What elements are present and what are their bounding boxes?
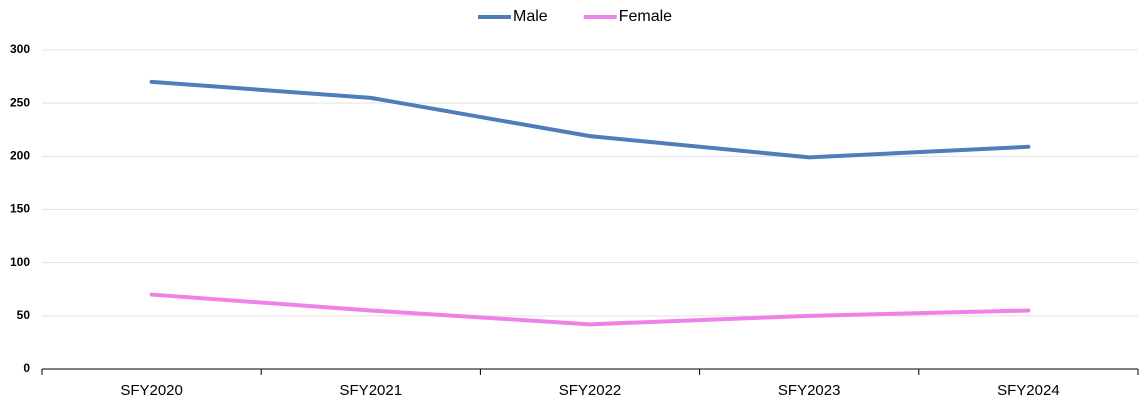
legend-label: Female — [619, 8, 672, 25]
y-tick-label: 250 — [10, 95, 30, 109]
legend-label: Male — [513, 8, 548, 25]
x-tick-label: SFY2023 — [778, 382, 841, 399]
y-tick-label: 150 — [10, 202, 30, 216]
x-tick-label: SFY2024 — [997, 382, 1060, 399]
x-tick-label: SFY2022 — [559, 382, 622, 399]
x-tick-label: SFY2020 — [120, 382, 183, 399]
y-tick-label: 0 — [23, 361, 30, 375]
x-tick-label: SFY2021 — [340, 382, 403, 399]
line-series — [149, 79, 1031, 160]
y-tick-label: 50 — [17, 308, 31, 322]
y-tick-label: 300 — [10, 42, 30, 56]
line-series — [149, 292, 1031, 327]
y-tick-label: 100 — [10, 255, 30, 269]
y-tick-label: 200 — [10, 149, 30, 163]
